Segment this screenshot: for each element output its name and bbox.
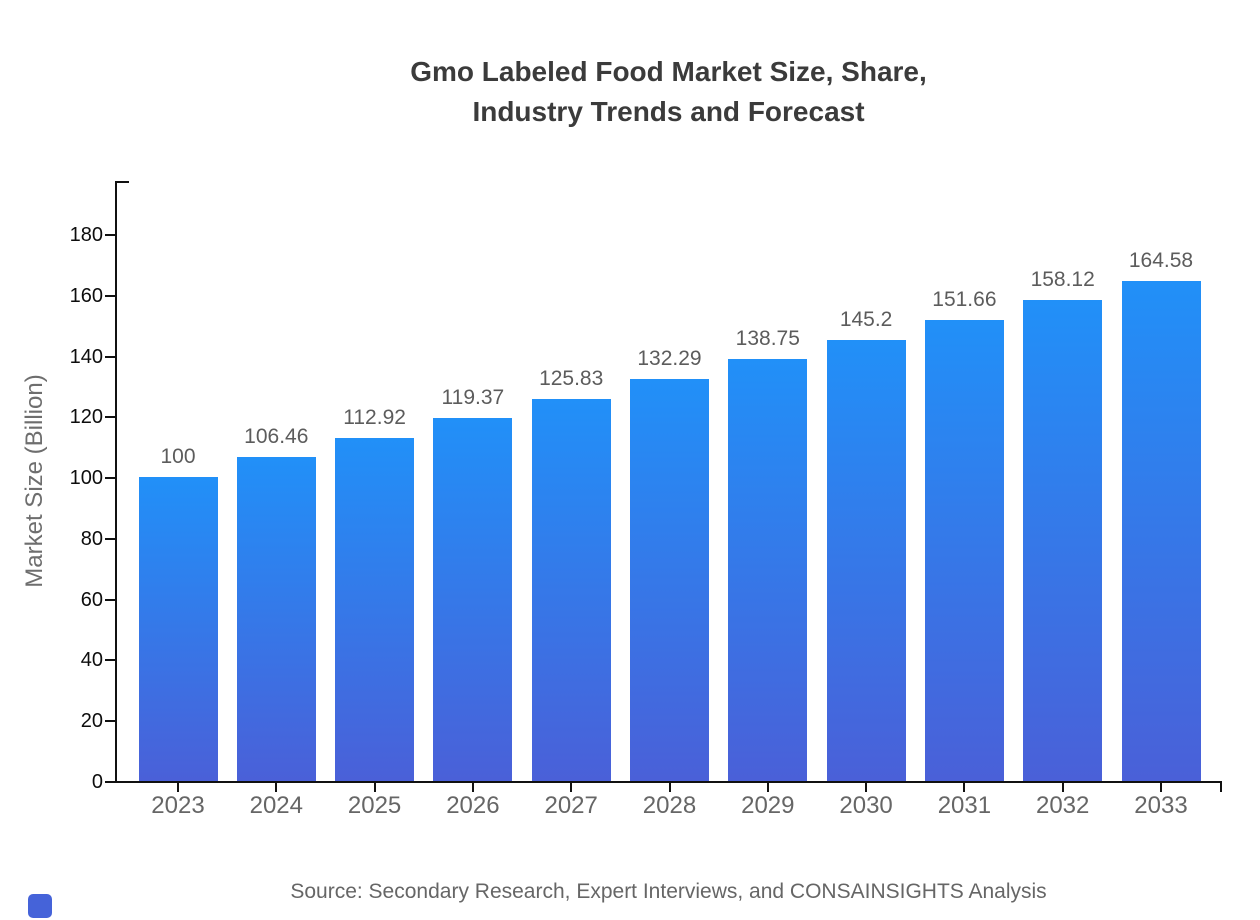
bar-2032 <box>1023 300 1103 781</box>
y-axis-tick-label: 0 <box>91 771 103 793</box>
bar-value-label: 100 <box>160 445 196 469</box>
y-axis-tick <box>105 781 115 783</box>
y-axis-tick-label: 40 <box>80 649 103 671</box>
bar-value-label: 151.66 <box>932 288 997 312</box>
bar-value-label: 164.58 <box>1128 248 1194 272</box>
bar-value-label: 132.29 <box>637 346 702 370</box>
x-axis-tick <box>963 783 966 792</box>
x-axis-tick-label: 2030 <box>839 792 893 819</box>
y-axis-tick-label: 60 <box>80 589 103 611</box>
x-axis-tick <box>177 783 179 792</box>
x-axis-tick <box>373 783 376 792</box>
bar-2029 <box>728 359 808 781</box>
bar-value-label: 158.12 <box>1030 268 1095 292</box>
x-axis-tick-label: 2028 <box>642 792 697 819</box>
y-axis-tick-label: 180 <box>69 224 103 246</box>
y-axis-tick-label: 100 <box>69 467 103 489</box>
x-axis-line <box>115 781 1222 783</box>
y-axis-tick <box>105 477 115 479</box>
bar-2031 <box>924 320 1004 781</box>
x-axis-tick-label: 2027 <box>544 792 598 819</box>
y-axis-tick <box>105 659 115 661</box>
y-axis-tick <box>105 538 115 540</box>
y-axis-line <box>115 181 117 783</box>
bar-value-label: 106.46 <box>244 425 309 449</box>
x-axis-tick-label: 2029 <box>741 792 795 819</box>
bar-2028 <box>630 378 709 781</box>
x-axis-tick <box>668 783 671 792</box>
y-axis-tick <box>105 295 115 297</box>
x-axis-tick <box>275 783 278 792</box>
y-axis-tick <box>105 356 115 358</box>
chart-title: Gmo Labeled Food Market Size, Share, Ind… <box>410 56 927 127</box>
bar-2033 <box>1121 280 1201 781</box>
y-axis-tick-label: 120 <box>69 406 103 428</box>
bar-2030 <box>826 339 906 781</box>
y-axis-tick <box>105 720 115 722</box>
x-axis-tick <box>1160 783 1162 792</box>
x-axis-tick-label: 2032 <box>1035 792 1090 819</box>
x-axis-tick-label: 2023 <box>151 792 205 819</box>
x-axis-tick-label: 2031 <box>937 792 992 819</box>
y-axis-end-cap <box>115 181 129 183</box>
bar-2027 <box>531 398 611 781</box>
y-axis-tick <box>105 599 115 601</box>
source-note: Source: Secondary Research, Expert Inter… <box>290 880 1047 903</box>
y-axis-tick <box>105 416 115 418</box>
x-axis-tick-label: 2025 <box>347 792 402 819</box>
x-axis-tick <box>471 783 474 792</box>
x-axis-tick-label: 2033 <box>1134 792 1188 819</box>
x-axis-tick-label: 2026 <box>446 792 500 819</box>
x-axis-tick-label: 2024 <box>249 792 303 819</box>
bar-value-label: 119.37 <box>441 386 505 410</box>
bar-2026 <box>433 418 513 781</box>
bar-value-label: 112.92 <box>343 405 406 429</box>
brand-mark-icon <box>28 894 52 918</box>
bar-value-label: 125.83 <box>539 366 604 390</box>
bar-2023 <box>138 477 218 781</box>
x-axis-tick <box>570 783 573 792</box>
y-axis-tick-label: 140 <box>69 346 103 368</box>
y-axis-tick-label: 160 <box>69 285 103 307</box>
bar-2024 <box>236 457 316 781</box>
bar-2025 <box>335 437 415 781</box>
x-axis-tick <box>1061 783 1064 792</box>
x-axis-tick <box>766 783 769 792</box>
x-axis-end-tick <box>1220 781 1222 792</box>
x-axis-tick <box>865 783 868 792</box>
y-axis-tick-label: 80 <box>80 528 103 550</box>
y-axis-tick <box>105 234 115 236</box>
bar-value-label: 138.75 <box>735 327 800 351</box>
y-axis-tick-label: 20 <box>80 710 103 732</box>
bar-value-label: 145.2 <box>839 307 893 331</box>
